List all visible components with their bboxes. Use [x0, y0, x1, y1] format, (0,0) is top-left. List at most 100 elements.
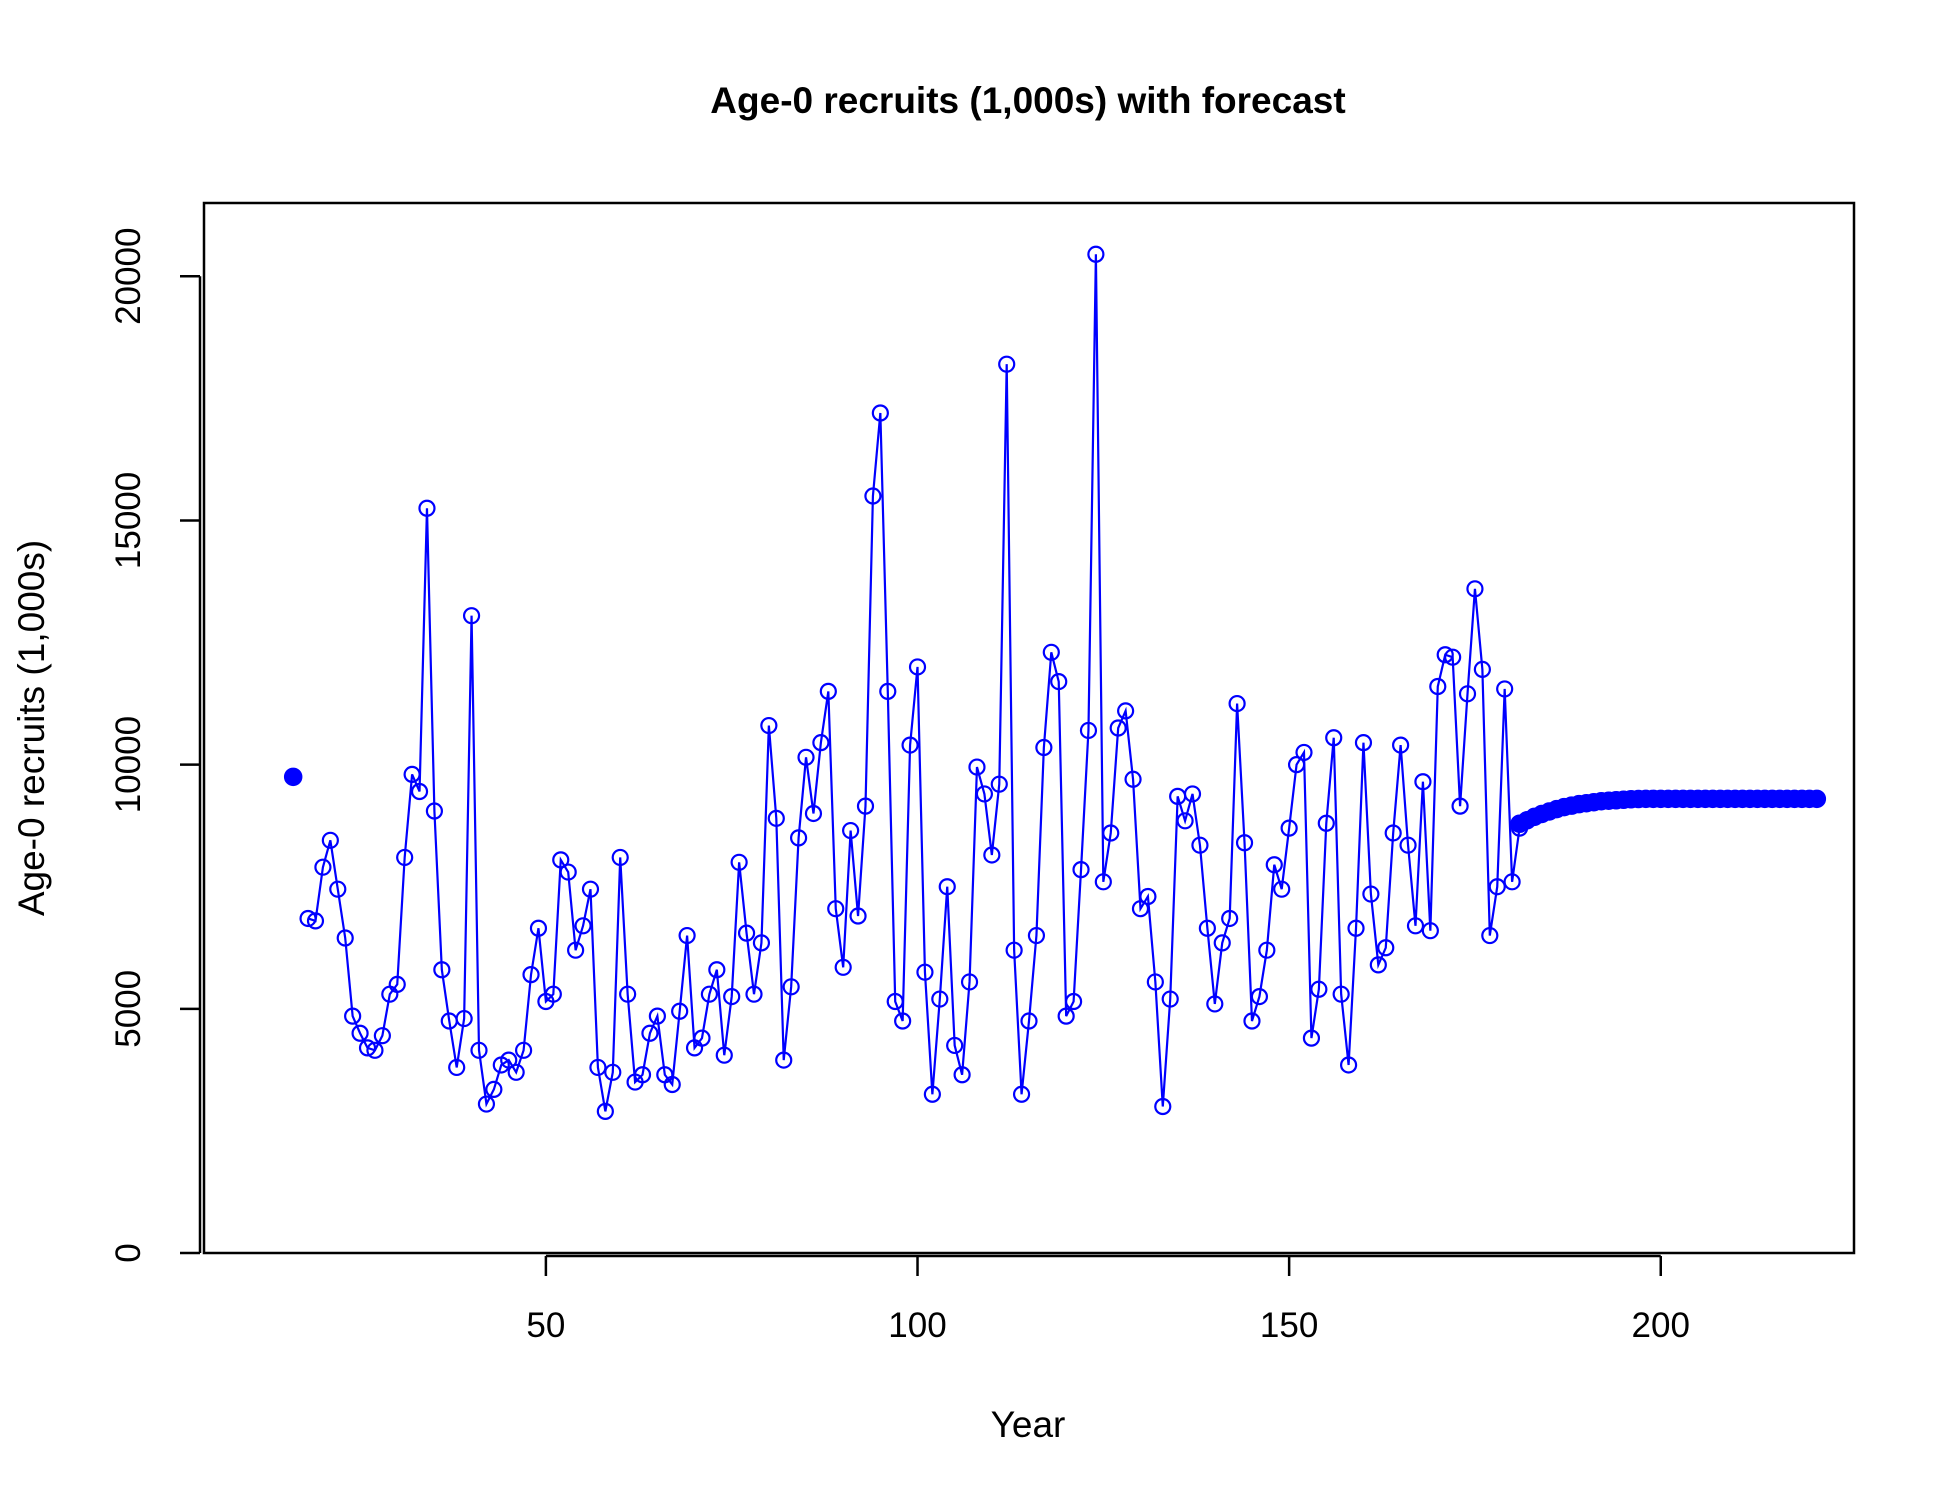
- data-point: [708, 961, 726, 979]
- data-point: [552, 851, 570, 869]
- data-point: [864, 487, 882, 505]
- y-tick-label: 15000: [109, 472, 148, 569]
- data-point: [633, 1066, 652, 1084]
- data-point: [1176, 812, 1194, 830]
- data-point: [1094, 873, 1112, 891]
- data-point: [522, 966, 540, 984]
- data-point: [946, 1036, 964, 1055]
- data-point: [760, 716, 778, 735]
- data-point: [901, 736, 919, 754]
- data-point: [336, 929, 354, 947]
- data-point: [1117, 702, 1135, 720]
- y-tick-label: 0: [109, 1243, 148, 1262]
- data-point: [1339, 1056, 1358, 1074]
- data-point: [1235, 834, 1254, 852]
- data-point: [1243, 1012, 1261, 1030]
- data-point: [1079, 721, 1098, 740]
- data-point: [1020, 1012, 1038, 1030]
- data-point: [1191, 836, 1209, 854]
- data-point: [604, 1063, 622, 1081]
- data-point: [849, 907, 867, 925]
- data-point: [485, 1080, 503, 1098]
- data-point: [975, 785, 994, 803]
- data-point: [1317, 814, 1335, 832]
- data-point: [344, 1007, 362, 1025]
- data-point: [879, 682, 897, 700]
- data-point: [1496, 680, 1514, 698]
- forecast-point: [1807, 789, 1827, 809]
- data-point: [775, 1051, 793, 1069]
- data-point: [433, 961, 451, 979]
- data-point: [1406, 917, 1425, 935]
- data-point: [1347, 919, 1365, 937]
- data-point: [529, 919, 548, 937]
- data-point: [894, 1012, 912, 1030]
- data-point: [1377, 939, 1395, 957]
- data-point: [1488, 878, 1506, 896]
- data-point: [1228, 694, 1246, 713]
- data-point: [908, 658, 927, 676]
- data-point: [663, 1075, 681, 1094]
- data-point: [314, 858, 332, 876]
- data-point: [953, 1066, 971, 1084]
- data-point: [1131, 900, 1150, 918]
- data-point: [425, 802, 444, 820]
- data-point: [782, 978, 800, 996]
- data-point: [871, 404, 889, 422]
- data-point: [1146, 973, 1164, 991]
- data-point: [723, 988, 741, 1006]
- data-point: [1064, 992, 1083, 1011]
- data-point: [329, 880, 347, 898]
- data-point: [819, 682, 837, 700]
- data-point: [730, 853, 748, 871]
- data-point: [1458, 685, 1477, 703]
- x-axis-title: Year: [991, 1404, 1066, 1445]
- data-point: [1206, 995, 1224, 1013]
- data-point: [752, 934, 771, 952]
- data-point: [1035, 738, 1053, 757]
- data-point: [745, 985, 763, 1003]
- x-tick-label: 200: [1632, 1306, 1690, 1345]
- x-tick-label: 50: [526, 1306, 565, 1345]
- data-point: [990, 775, 1008, 793]
- data-point: [789, 829, 808, 847]
- data-point: [619, 985, 637, 1003]
- data-point: [1012, 1085, 1031, 1103]
- x-tick-label: 150: [1260, 1306, 1318, 1345]
- data-point: [678, 926, 696, 945]
- data-point: [1392, 736, 1410, 754]
- data-point: [1221, 909, 1239, 928]
- data-point: [581, 880, 600, 898]
- y-axis-title: Age-0 recruits (1,000s): [11, 540, 52, 916]
- data-point: [1414, 773, 1432, 791]
- data-point: [1436, 646, 1454, 664]
- data-point: [1325, 729, 1343, 747]
- data-point: [1050, 673, 1068, 691]
- data-point: [1057, 1007, 1075, 1025]
- data-point: [373, 1027, 391, 1045]
- data-point: [477, 1095, 496, 1113]
- data-point: [1087, 245, 1105, 263]
- data-point: [611, 848, 629, 867]
- data-point: [834, 958, 852, 976]
- data-point: [410, 782, 429, 801]
- data-point: [1481, 926, 1499, 945]
- data-point: [1273, 880, 1291, 898]
- data-point: [931, 990, 949, 1008]
- data-point: [403, 765, 421, 783]
- data-point: [827, 900, 845, 918]
- data-point: [574, 917, 592, 935]
- data-point: [448, 1058, 466, 1077]
- data-point: [1287, 756, 1306, 774]
- data-point: [767, 809, 785, 827]
- series-layer: [283, 245, 1827, 1120]
- y-tick-label: 10000: [109, 716, 148, 813]
- initial-point: [283, 767, 303, 787]
- data-point: [804, 804, 823, 823]
- data-point: [1302, 1029, 1321, 1047]
- data-point: [916, 963, 934, 981]
- data-point: [388, 975, 406, 993]
- data-point: [641, 1024, 659, 1042]
- data-point: [567, 941, 585, 959]
- data-point: [1503, 873, 1521, 891]
